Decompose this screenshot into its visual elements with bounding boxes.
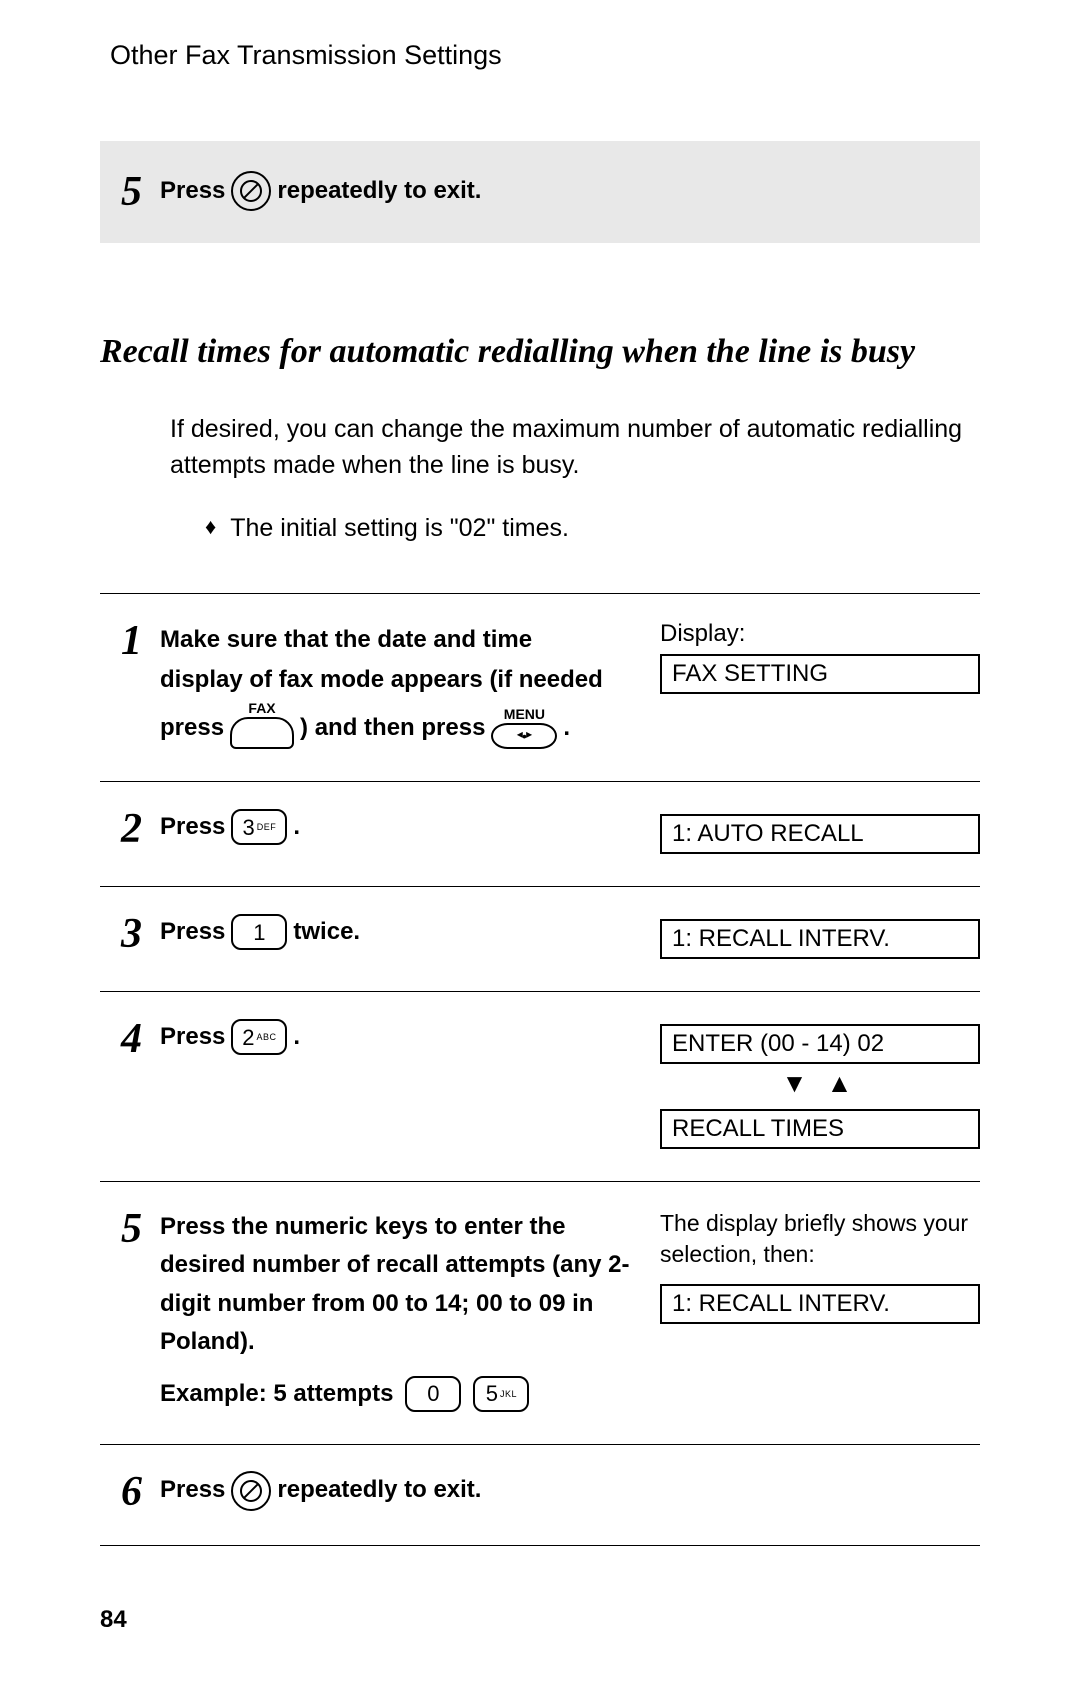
step-number: 6 <box>100 1471 160 1513</box>
step-4: 4 Press 2ABC . ENTER (00 - 14) 02 ▼ ▲ RE… <box>100 992 980 1181</box>
step5-text: Press the numeric keys to enter the desi… <box>160 1208 640 1362</box>
period: . <box>293 1018 300 1056</box>
key-3: 3DEF <box>231 809 287 845</box>
intro-paragraph: If desired, you can change the maximum n… <box>100 411 980 484</box>
menu-key-label: MENU <box>504 707 545 721</box>
display-label: Display: <box>660 620 980 648</box>
example-label: Example: 5 attempts <box>160 1380 393 1408</box>
step-6: 6 Press repeatedly to exit. <box>100 1445 980 1545</box>
separator <box>100 1545 980 1546</box>
step-5: 5 Press the numeric keys to enter the de… <box>100 1182 980 1444</box>
period: . <box>293 808 300 846</box>
brief-note: The display briefly shows your selection… <box>660 1208 980 1270</box>
section-title: Recall times for automatic redialling wh… <box>100 333 980 371</box>
step1-line1: Make sure that the date and time <box>160 626 532 653</box>
fax-key-icon <box>230 717 294 749</box>
step-number: 1 <box>100 620 160 750</box>
page-header: Other Fax Transmission Settings <box>100 40 980 71</box>
steps-container: 1 Make sure that the date and time displ… <box>100 593 980 1546</box>
press-label: Press <box>160 1471 225 1509</box>
press-label: Press <box>160 808 225 846</box>
display-box: 1: RECALL INTERV. <box>660 919 980 959</box>
stop-button-icon <box>231 1471 271 1511</box>
key-sub: DEF <box>257 820 277 834</box>
grey-step-block: 5 Press repeatedly to exit. <box>100 141 980 243</box>
fax-key-label: FAX <box>248 701 275 715</box>
press-word: press <box>160 708 224 749</box>
page-number: 84 <box>100 1606 980 1634</box>
key-main: 5 <box>486 1381 498 1407</box>
page: Other Fax Transmission Settings 5 Press … <box>0 0 1080 1694</box>
step-number: 3 <box>100 913 160 959</box>
display-box: 1: RECALL INTERV. <box>660 1284 980 1324</box>
bullet-text: The initial setting is "02" times. <box>230 514 569 543</box>
key-sub: JKL <box>500 1389 517 1399</box>
menu-key: MENU ◂ ▸ <box>491 707 557 749</box>
menu-key-icon: ◂ ▸ <box>491 723 557 749</box>
and-then: ) and then press <box>300 708 485 749</box>
diamond-bullet-icon: ♦ <box>205 514 216 543</box>
press-label: Press <box>160 172 225 210</box>
step-number: 5 <box>100 171 160 213</box>
bullet-item: ♦ The initial setting is "02" times. <box>100 514 980 543</box>
step-2: 2 Press 3DEF . 1: AUTO RECALL <box>100 782 980 886</box>
tail-label: repeatedly to exit. <box>277 1471 481 1509</box>
display-box: 1: AUTO RECALL <box>660 814 980 854</box>
fax-key: FAX <box>230 701 294 749</box>
arrows-icon: ▼ ▲ <box>660 1064 980 1103</box>
tail-label: twice. <box>293 913 360 951</box>
key-main: 1 <box>253 915 265 950</box>
key-0: 0 <box>405 1376 461 1412</box>
step-number: 2 <box>100 808 160 854</box>
press-label: Press <box>160 913 225 951</box>
step-1: 1 Make sure that the date and time displ… <box>100 594 980 782</box>
step1-line2: display of fax mode appears (if needed <box>160 666 603 693</box>
key-1: 1 <box>231 914 287 950</box>
step-number: 5 <box>100 1208 160 1412</box>
step-number: 4 <box>100 1018 160 1149</box>
key-sub: ABC <box>257 1030 277 1044</box>
display-box: ENTER (00 - 14) 02 <box>660 1024 980 1064</box>
key-2: 2ABC <box>231 1019 287 1055</box>
step-3: 3 Press 1 twice. 1: RECALL INTERV. <box>100 887 980 991</box>
key-main: 0 <box>427 1381 439 1407</box>
key-main: 3 <box>243 810 255 845</box>
period: . <box>563 708 570 749</box>
key-main: 2 <box>242 1020 254 1055</box>
stop-button-icon <box>231 171 271 211</box>
tail-label: repeatedly to exit. <box>277 172 481 210</box>
press-label: Press <box>160 1018 225 1056</box>
key-5: 5JKL <box>473 1376 529 1412</box>
display-box: FAX SETTING <box>660 654 980 694</box>
display-box: RECALL TIMES <box>660 1109 980 1149</box>
